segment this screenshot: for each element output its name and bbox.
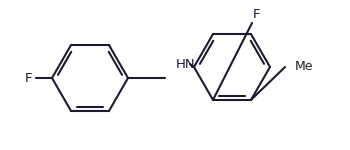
Text: F: F [24, 72, 32, 84]
Text: F: F [252, 9, 260, 21]
Text: HN: HN [176, 57, 196, 70]
Text: Me: Me [295, 60, 314, 74]
